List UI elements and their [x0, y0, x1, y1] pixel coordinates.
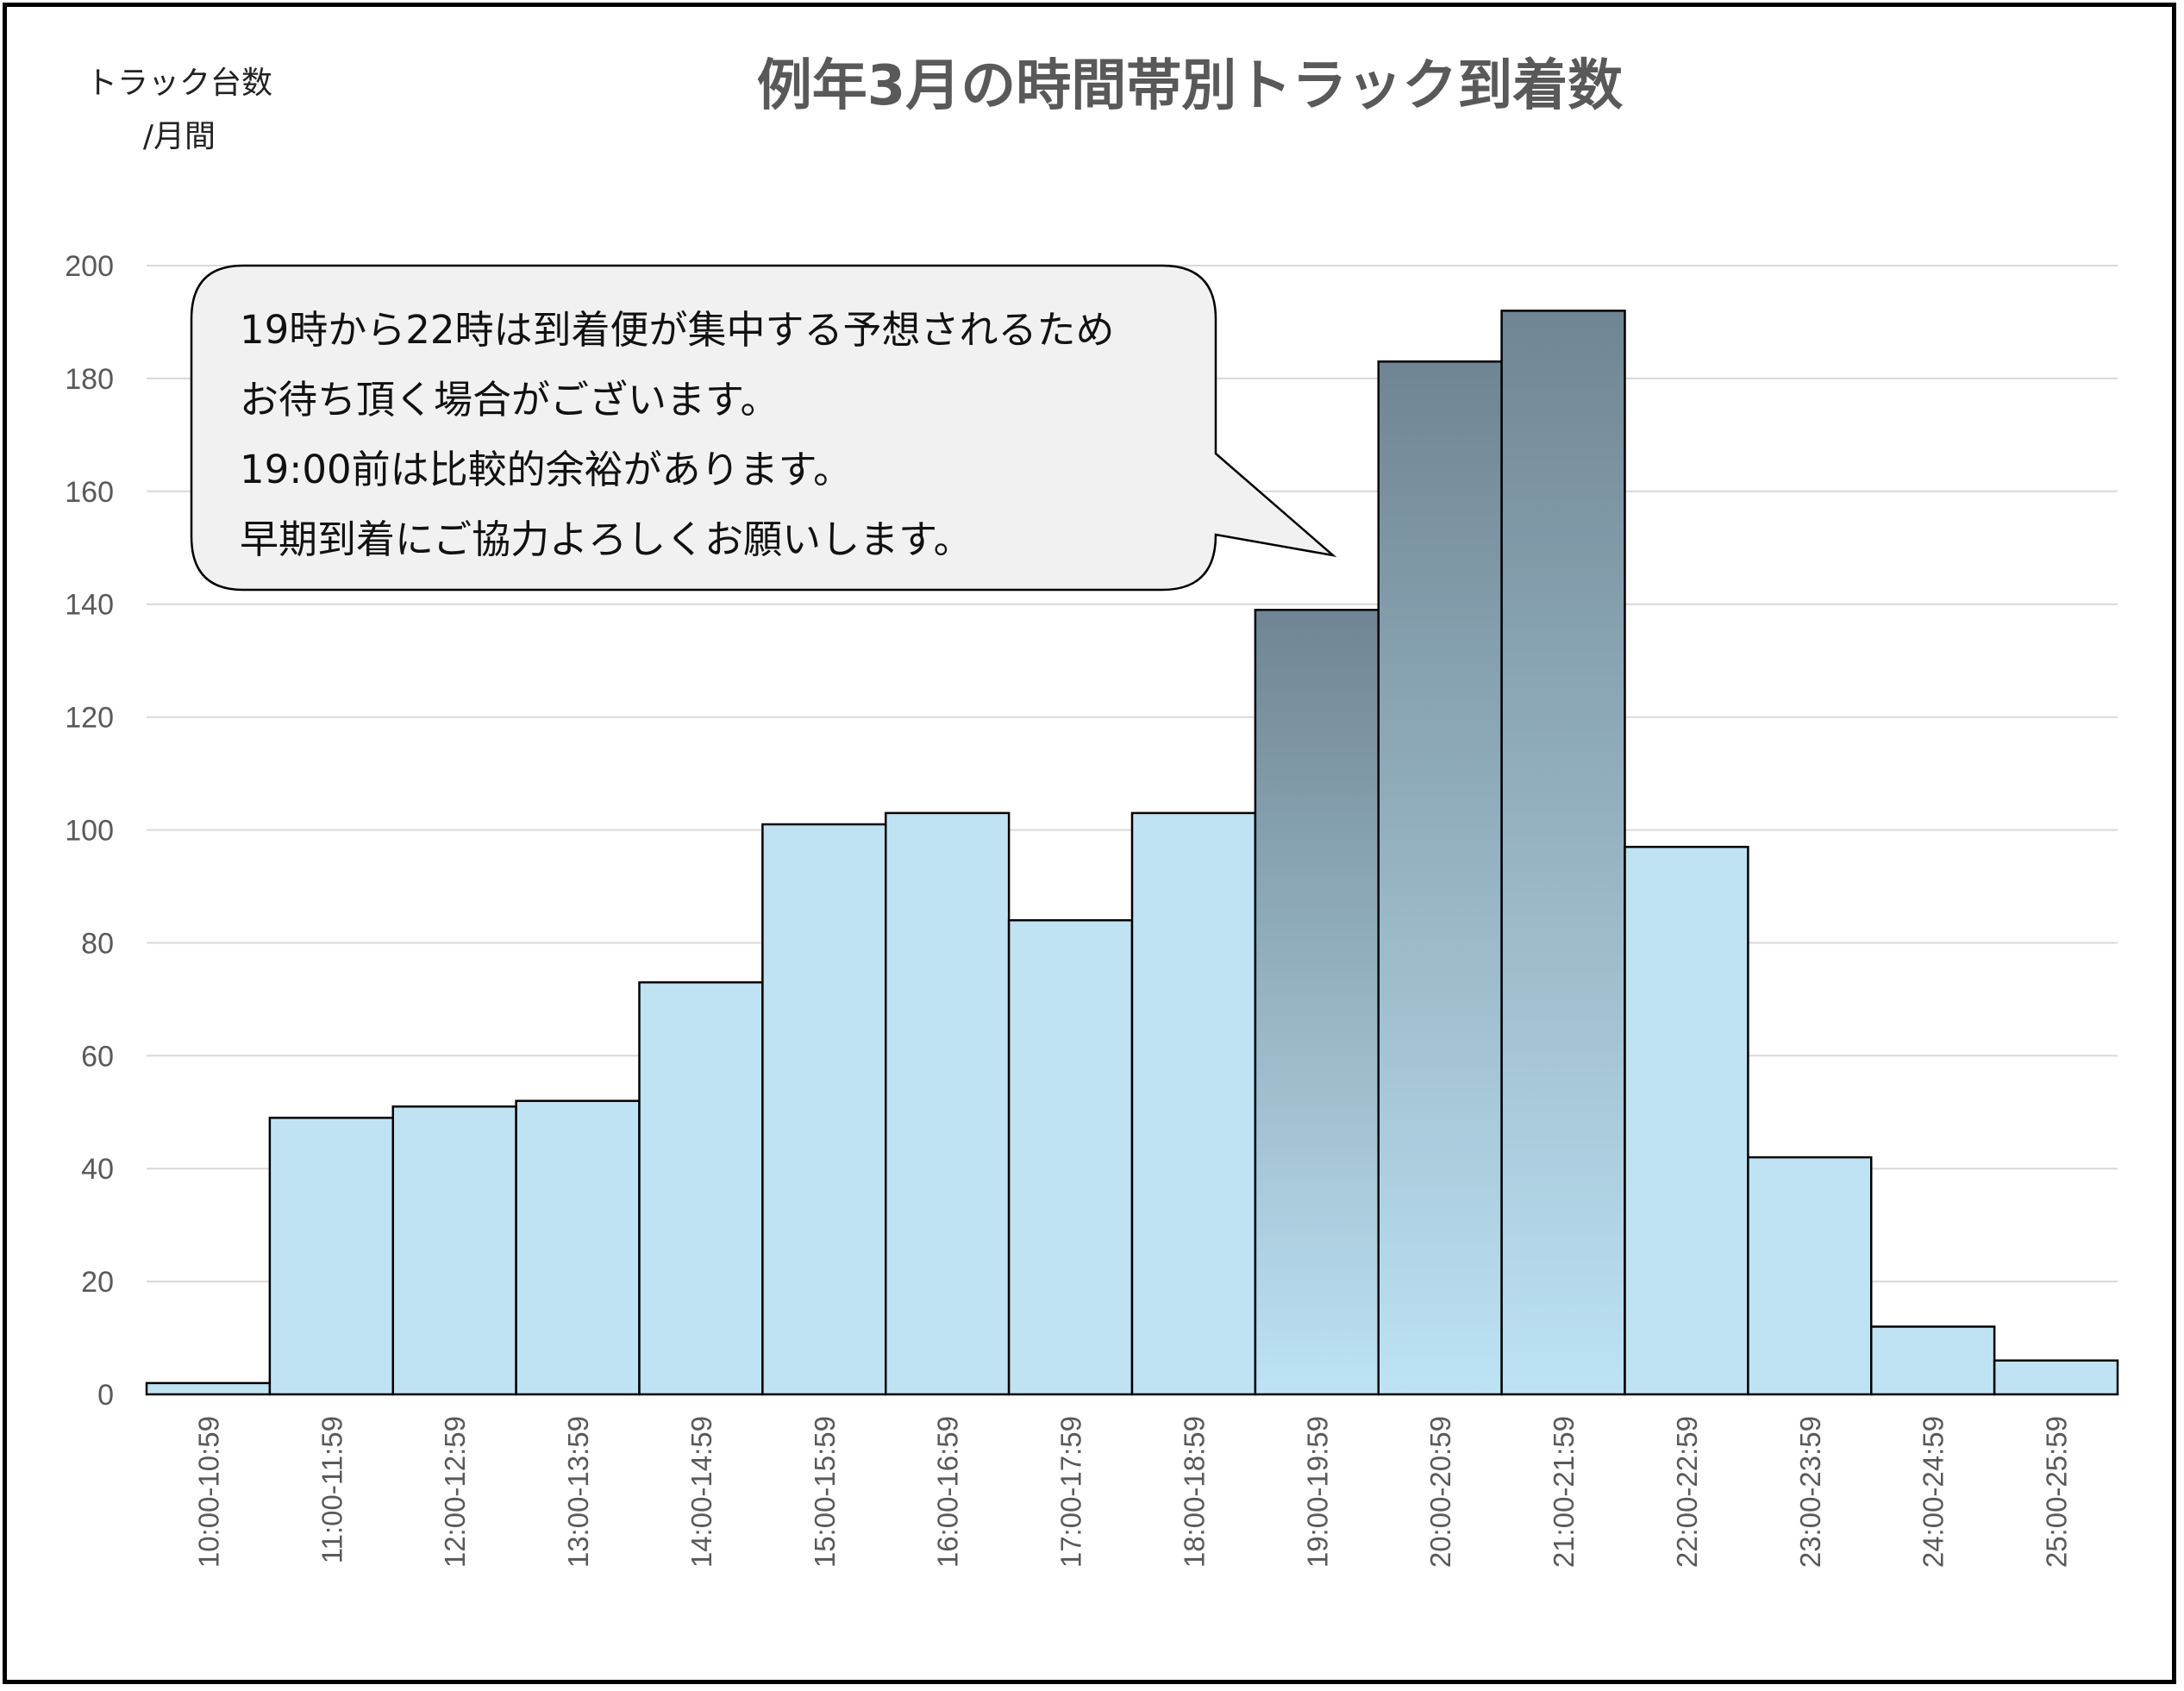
y-tick-label: 20: [81, 1266, 114, 1299]
x-tick-label: 24:00-24:59: [1918, 1416, 1949, 1568]
y-tick-label: 160: [65, 476, 114, 509]
x-tick-label: 23:00-23:59: [1794, 1416, 1826, 1568]
bar: [391, 1105, 517, 1396]
y-tick-label: 80: [81, 927, 114, 960]
x-axis-ticks: 10:00-10:59 11:00-11:59 12:00-12:59 13:00-1…: [192, 1416, 2072, 1568]
x-tick-label: 11:00-11:59: [316, 1416, 347, 1563]
y-tick-label: 140: [65, 589, 114, 622]
bar: [1870, 1325, 1996, 1396]
bar: [761, 823, 887, 1396]
x-tick-label: 20:00-20:59: [1424, 1416, 1456, 1568]
bar: [1624, 845, 1749, 1396]
x-tick-label: 21:00-21:59: [1548, 1416, 1580, 1568]
y-axis-ticks: 0 20 40 60 80 100 120 140 160 180 200: [65, 250, 114, 1412]
x-tick-label: 18:00-18:59: [1178, 1416, 1210, 1568]
x-tick-label: 19:00-19:59: [1301, 1416, 1333, 1568]
bar: [1007, 918, 1134, 1396]
y-tick-label: 180: [65, 363, 114, 396]
callout-line-4: 早期到着にご協力よろしくお願いします。: [240, 517, 973, 562]
x-tick-label: 10:00-10:59: [192, 1416, 224, 1568]
bar: [1747, 1156, 1873, 1396]
y-tick-label: 100: [65, 815, 114, 848]
x-tick-label: 12:00-12:59: [439, 1416, 471, 1568]
x-tick-label: 15:00-15:59: [809, 1416, 841, 1568]
bar: [1993, 1359, 2119, 1396]
y-axis-unit-line1: トラック台数: [85, 66, 272, 101]
bar: [638, 980, 764, 1396]
bar: [515, 1099, 641, 1396]
y-tick-label: 0: [97, 1379, 114, 1412]
x-tick-label: 22:00-22:59: [1671, 1416, 1703, 1568]
x-tick-label: 16:00-16:59: [932, 1416, 964, 1568]
y-axis-unit-label: トラック台数 /月間: [76, 57, 283, 164]
callout-line-3: 19:00前は比較的余裕があります。: [240, 447, 853, 492]
bar: [145, 1381, 272, 1396]
x-tick-label: 14:00-14:59: [685, 1416, 717, 1568]
callout-line-1: 19時から22時は到着便が集中する予想されるため: [240, 307, 1115, 353]
x-tick-label: 25:00-25:59: [2041, 1416, 2073, 1568]
bar: [1130, 811, 1257, 1396]
bars: [145, 310, 2119, 1396]
bar-highlighted: [1377, 360, 1503, 1396]
x-tick-label: 17:00-17:59: [1055, 1416, 1087, 1568]
callout-bubble: [190, 264, 1337, 592]
bar: [268, 1117, 394, 1396]
y-tick-label: 120: [65, 702, 114, 735]
y-tick-label: 200: [65, 250, 114, 283]
y-tick-label: 60: [81, 1040, 114, 1073]
y-tick-label: 40: [81, 1153, 114, 1186]
x-tick-label: 13:00-13:59: [562, 1416, 594, 1568]
callout-text: 19時から22時は到着便が集中する予想されるため お待ち頂く場合がございます。 …: [191, 266, 1217, 590]
chart-title: 例年3月の時間帯別トラック到着数: [756, 54, 1624, 118]
bar-highlighted: [1500, 310, 1626, 1396]
bar: [885, 811, 1011, 1396]
callout-line-2: お待ち頂く場合がございます。: [240, 377, 779, 423]
bar-highlighted: [1254, 608, 1380, 1396]
y-axis-unit-line2: /月間: [142, 119, 216, 154]
